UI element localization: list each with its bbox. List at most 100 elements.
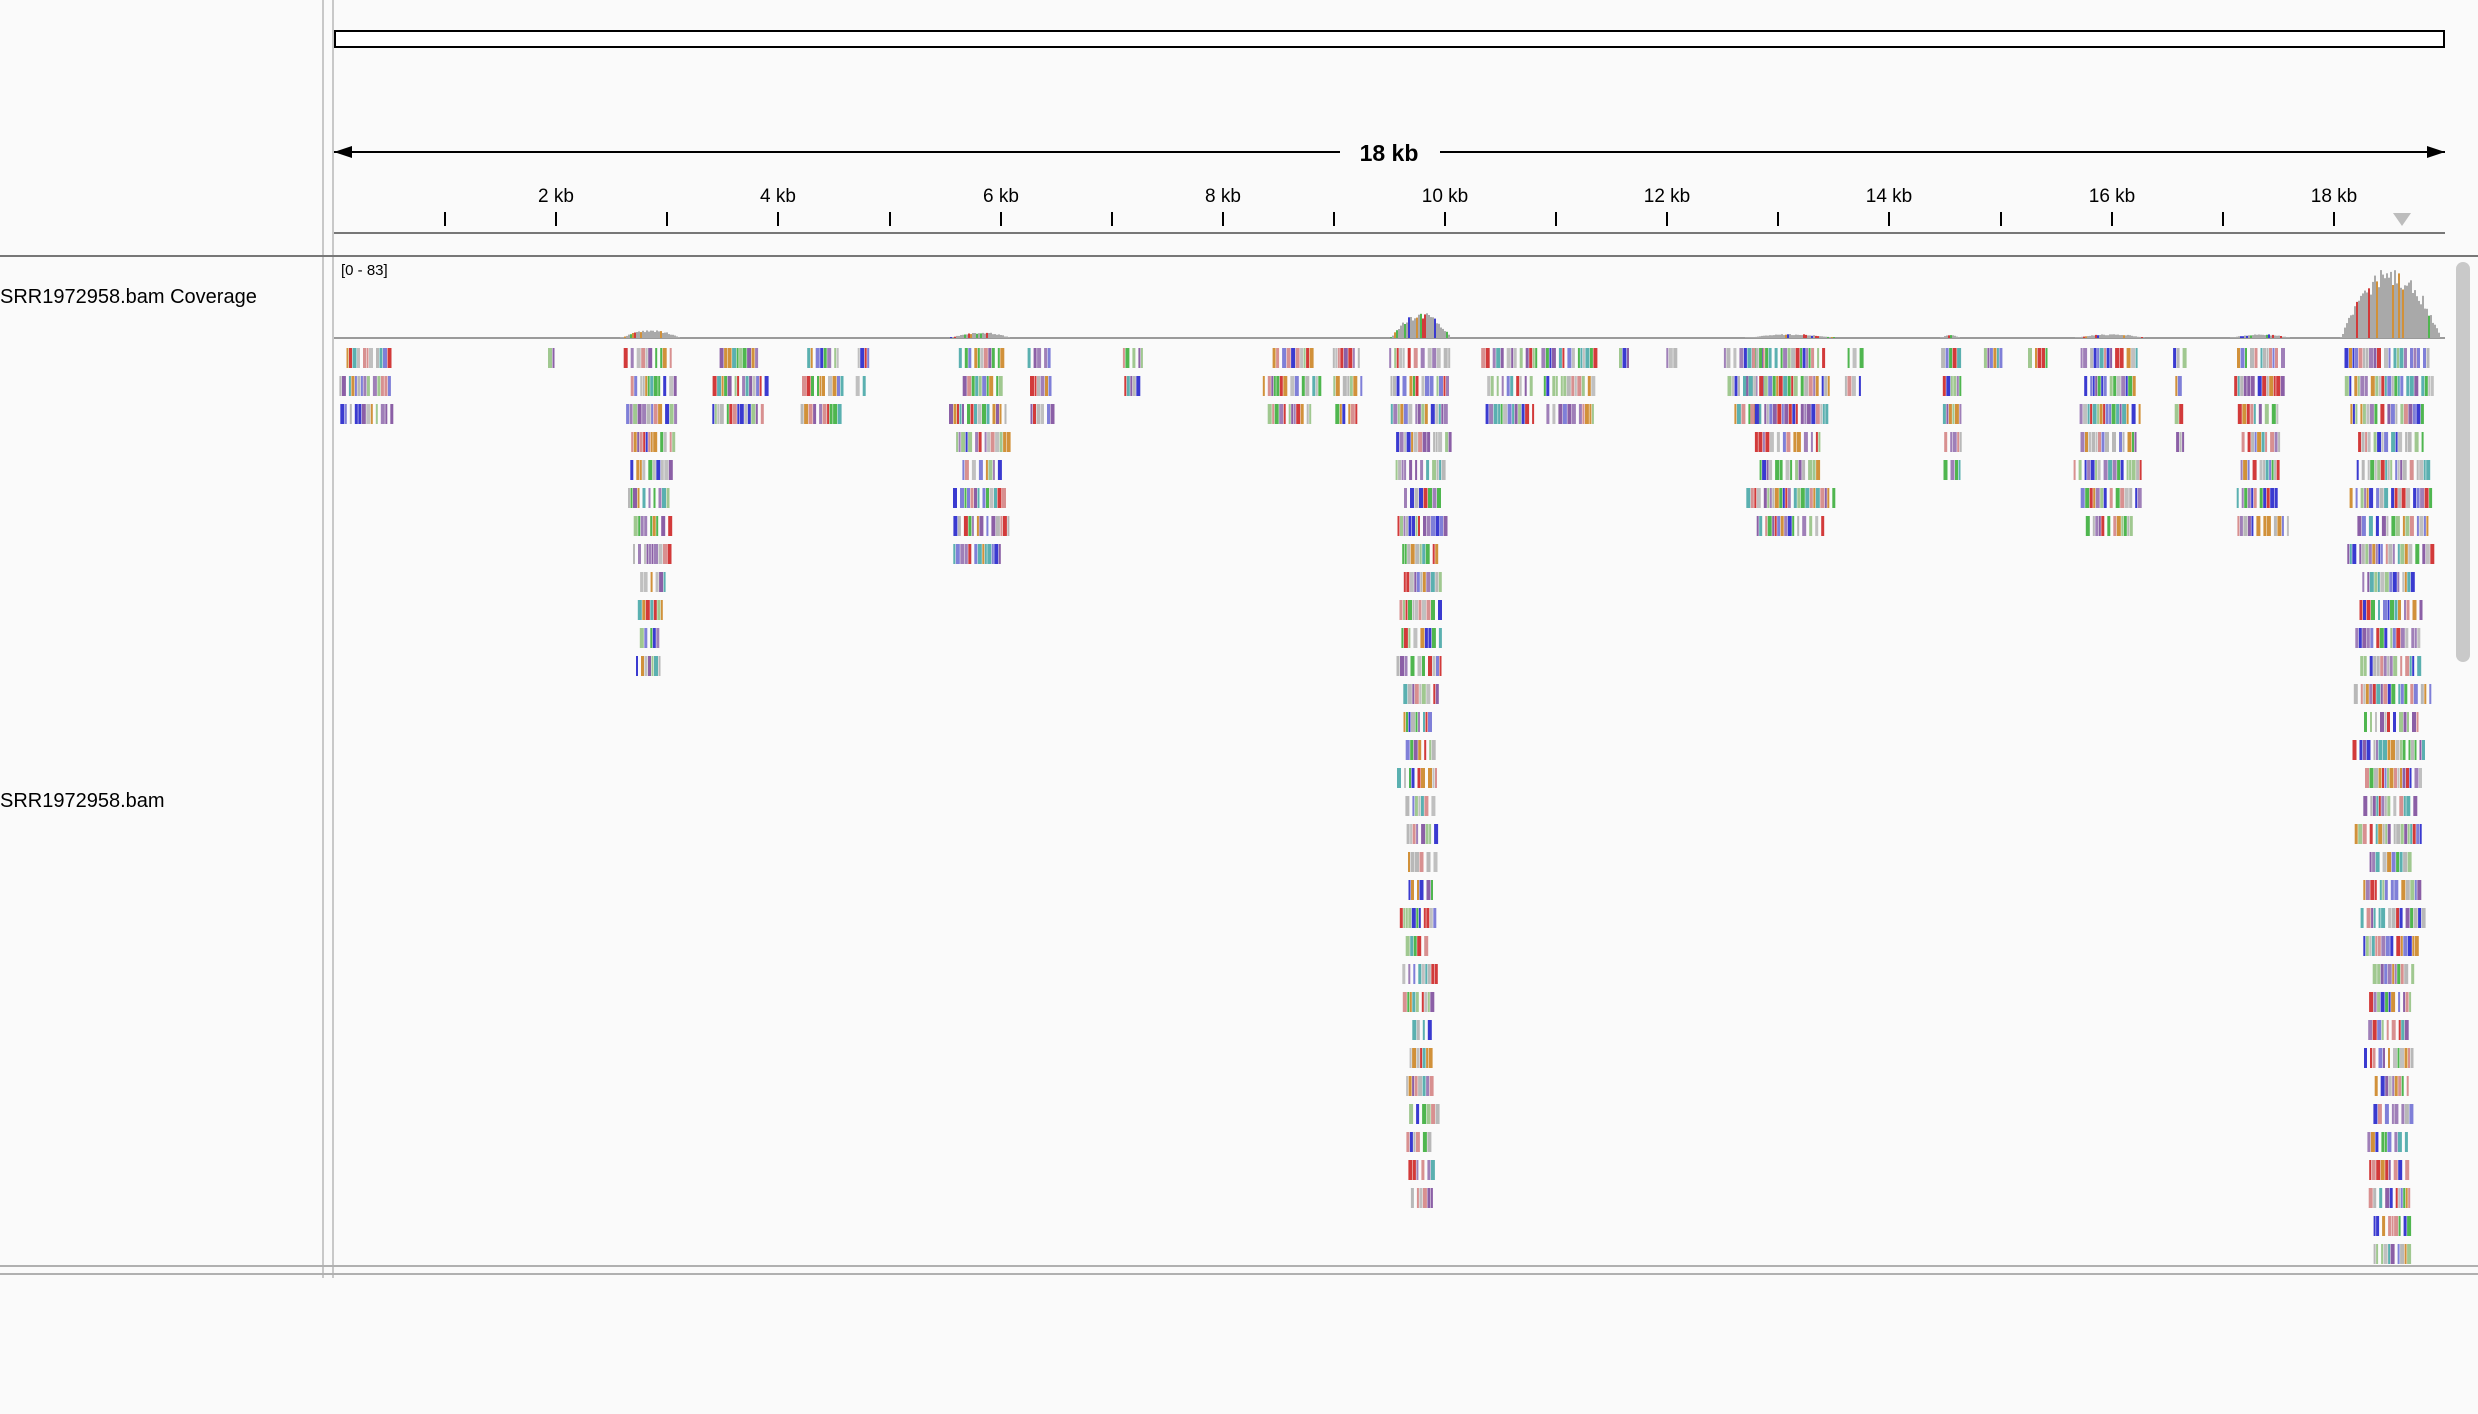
- read-base: [2401, 880, 2406, 900]
- read-base: [991, 544, 994, 564]
- read-base: [1791, 348, 1796, 368]
- read-base: [2406, 376, 2410, 396]
- read-base: [2402, 572, 2405, 592]
- coverage-bar: [2436, 328, 2438, 338]
- read-base: [2366, 404, 2370, 424]
- read-base: [2073, 460, 2076, 480]
- read-base: [982, 404, 986, 424]
- name-panel-divider[interactable]: [322, 0, 324, 1414]
- read-base: [1419, 488, 1423, 508]
- read-base: [2389, 768, 2394, 788]
- track-name-alignment[interactable]: SRR1972958.bam: [0, 790, 165, 812]
- read-base: [1779, 460, 1783, 480]
- read-base: [2280, 376, 2285, 396]
- read-base: [2247, 488, 2251, 508]
- read-base: [357, 348, 360, 368]
- read-base: [1403, 572, 1406, 592]
- read-base: [1942, 376, 1946, 396]
- read-base: [1409, 1132, 1413, 1152]
- read-base: [1438, 404, 1441, 424]
- center-line-marker-icon[interactable]: [2393, 213, 2411, 226]
- read-base: [1296, 404, 1301, 424]
- read-base: [2368, 544, 2372, 564]
- read-base: [629, 404, 633, 424]
- coverage-bar: [2242, 336, 2244, 338]
- read-base: [1312, 376, 1316, 396]
- coverage-bar: [674, 335, 676, 338]
- data-panel-scrollbar[interactable]: [2456, 262, 2470, 662]
- coverage-bar: [1771, 335, 1773, 338]
- read-base: [2390, 600, 2394, 620]
- read-base: [1000, 516, 1003, 536]
- read-base: [2277, 516, 2282, 536]
- read-base: [1755, 348, 1759, 368]
- read-base: [1422, 1076, 1426, 1096]
- read-base: [2396, 824, 2401, 844]
- alignment-reads[interactable]: [339, 348, 2435, 1264]
- read-base: [1411, 712, 1415, 732]
- read-base: [2093, 348, 2097, 368]
- read-base: [2097, 348, 2100, 368]
- read-base: [2372, 1020, 2377, 1040]
- read-base: [1809, 488, 1813, 508]
- read-base: [2391, 684, 2396, 704]
- read-base: [1425, 824, 1429, 844]
- track-name-coverage[interactable]: SRR1972958.bam Coverage: [0, 286, 257, 308]
- read-base: [811, 376, 814, 396]
- read-base: [1407, 992, 1410, 1012]
- read-base: [2399, 796, 2404, 816]
- coverage-bar: [668, 334, 670, 338]
- read-base: [1793, 488, 1797, 508]
- read-base: [2247, 432, 2251, 452]
- attribute-panel-divider[interactable]: [332, 0, 334, 1414]
- read-base: [642, 600, 646, 620]
- read-base: [2372, 852, 2376, 872]
- read-base: [1946, 404, 1949, 424]
- coverage-bar: [2382, 274, 2384, 338]
- coverage-bar: [1944, 336, 1946, 338]
- read-base: [1436, 656, 1439, 676]
- read-base: [732, 404, 737, 424]
- read-base: [1355, 404, 1358, 424]
- coverage-bar: [2276, 335, 2278, 338]
- read-base: [630, 348, 634, 368]
- read-base: [2090, 348, 2094, 368]
- read-base: [2254, 432, 2257, 452]
- read-base: [1545, 348, 1549, 368]
- coverage-bar: [1753, 337, 1755, 338]
- read-base: [2405, 432, 2408, 452]
- read-base: [2387, 376, 2392, 396]
- coverage-bar: [2143, 337, 2145, 338]
- read-base: [834, 348, 837, 368]
- read-base: [372, 376, 377, 396]
- read-base: [2364, 488, 2367, 508]
- read-base: [2424, 684, 2427, 704]
- read-base: [1950, 432, 1953, 452]
- read-base: [957, 516, 961, 536]
- read-base: [1571, 376, 1575, 396]
- read-base: [984, 432, 987, 452]
- read-base: [667, 544, 672, 564]
- read-base: [1424, 936, 1429, 956]
- read-base: [1413, 936, 1417, 956]
- read-base: [1417, 656, 1422, 676]
- coverage-histogram[interactable]: [620, 270, 2440, 338]
- read-base: [964, 348, 968, 368]
- read-base: [2413, 796, 2418, 816]
- chromosome-ideogram[interactable]: [334, 30, 2445, 48]
- read-base: [1050, 404, 1055, 424]
- read-base: [2398, 488, 2402, 508]
- coverage-bar: [1006, 336, 1008, 338]
- read-base: [2397, 964, 2401, 984]
- coverage-bar: [994, 334, 996, 338]
- read-base: [1432, 544, 1435, 564]
- coverage-bar: [1412, 320, 1414, 338]
- read-base: [1357, 348, 1360, 368]
- ruler[interactable]: 18 kb 2 kb 4 kb 6 kb 8 kb 10 kb 12 kb 14 kb 16 …: [0, 0, 2478, 260]
- coverage-bar: [1392, 335, 1394, 338]
- read-base: [2101, 516, 2105, 536]
- read-base: [1844, 376, 1847, 396]
- read-base: [1416, 824, 1419, 844]
- coverage-bar: [2270, 335, 2272, 338]
